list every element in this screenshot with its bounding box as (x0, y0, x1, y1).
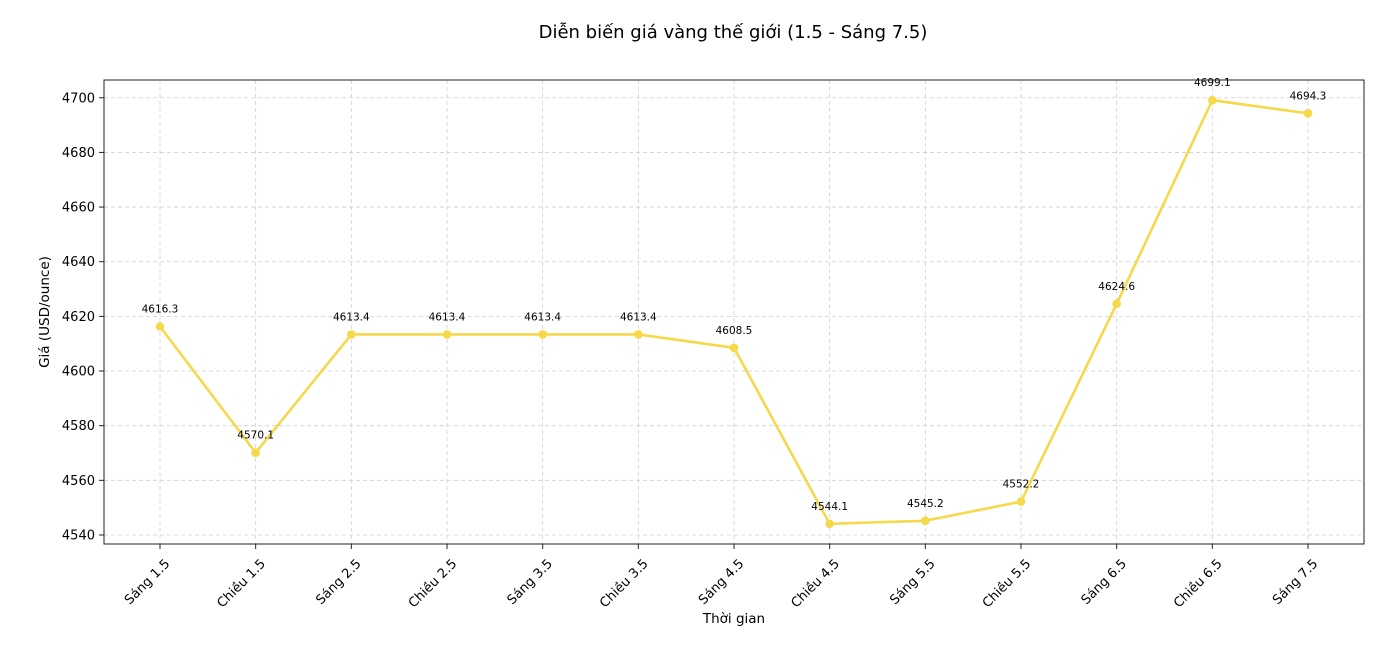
data-label: 4616.3 (142, 303, 179, 315)
y-tick-label: 4680 (62, 146, 95, 161)
x-tick-label: Chiều 4.5 (788, 557, 842, 611)
data-label: 4613.4 (429, 311, 466, 323)
data-label: 4624.6 (1098, 281, 1135, 293)
x-tick-label: Chiều 1.5 (214, 557, 268, 611)
data-label: 4613.4 (333, 311, 370, 323)
data-point (155, 322, 165, 331)
grid-layer (104, 80, 1364, 544)
x-tick-label: Chiều 6.5 (1171, 557, 1225, 611)
y-tick-label: 4660 (62, 201, 95, 216)
x-tick-label: Sáng 7.5 (1270, 557, 1321, 608)
x-tick-label: Chiều 2.5 (406, 557, 460, 611)
data-point (538, 330, 547, 339)
data-label: 4544.1 (811, 501, 848, 513)
y-tick-label: 4700 (62, 91, 95, 106)
x-axis-label: Thời gian (702, 611, 765, 627)
data-label: 4613.4 (524, 311, 561, 323)
data-point (347, 330, 356, 339)
x-tick-label: Sáng 6.5 (1079, 557, 1130, 608)
x-tick-label: Sáng 5.5 (887, 557, 938, 608)
data-label: 4699.1 (1194, 77, 1231, 89)
data-labels-layer: 4616.3 4570.1 4613.4 4613.4 4613.4 4613.4 4608… (142, 77, 1327, 513)
data-point (825, 519, 834, 529)
axis-layer: 4540 4560 4580 4600 4620 4640 4660 4680 4700 Sáng… (62, 91, 1321, 611)
y-tick-label: 4600 (62, 365, 95, 380)
data-point (1016, 497, 1026, 506)
chart-title: Diễn biến giá vàng thế giới (1.5 - Sáng … (538, 22, 928, 43)
data-point (251, 448, 260, 458)
x-tick-label: Sáng 3.5 (505, 557, 556, 608)
x-tick-label: Sáng 1.5 (122, 557, 173, 608)
data-label: 4545.2 (907, 498, 944, 510)
x-tick-label: Sáng 2.5 (313, 557, 364, 608)
x-tick-label: Chiều 5.5 (980, 557, 1034, 611)
y-tick-label: 4640 (62, 255, 95, 270)
x-tick-label: Sáng 4.5 (696, 557, 747, 608)
points-layer (155, 95, 1313, 529)
y-tick-label: 4580 (62, 419, 95, 434)
data-label: 4694.3 (1290, 90, 1327, 102)
y-tick-label: 4620 (62, 310, 95, 325)
data-point (634, 330, 643, 339)
data-label: 4613.4 (620, 311, 657, 323)
data-point (921, 516, 930, 526)
data-label: 4570.1 (237, 430, 274, 442)
data-point (1208, 95, 1217, 105)
data-label: 4608.5 (716, 325, 753, 337)
x-tick-label: Chiều 3.5 (597, 557, 651, 611)
data-point (1303, 109, 1313, 118)
data-point (729, 343, 739, 353)
y-tick-label: 4560 (62, 474, 95, 489)
data-label: 4552.2 (1003, 479, 1040, 491)
data-point (442, 330, 452, 339)
y-axis-label: Giá (USD/ounce) (37, 256, 53, 368)
y-tick-label: 4540 (62, 528, 95, 543)
data-point (1112, 299, 1121, 309)
